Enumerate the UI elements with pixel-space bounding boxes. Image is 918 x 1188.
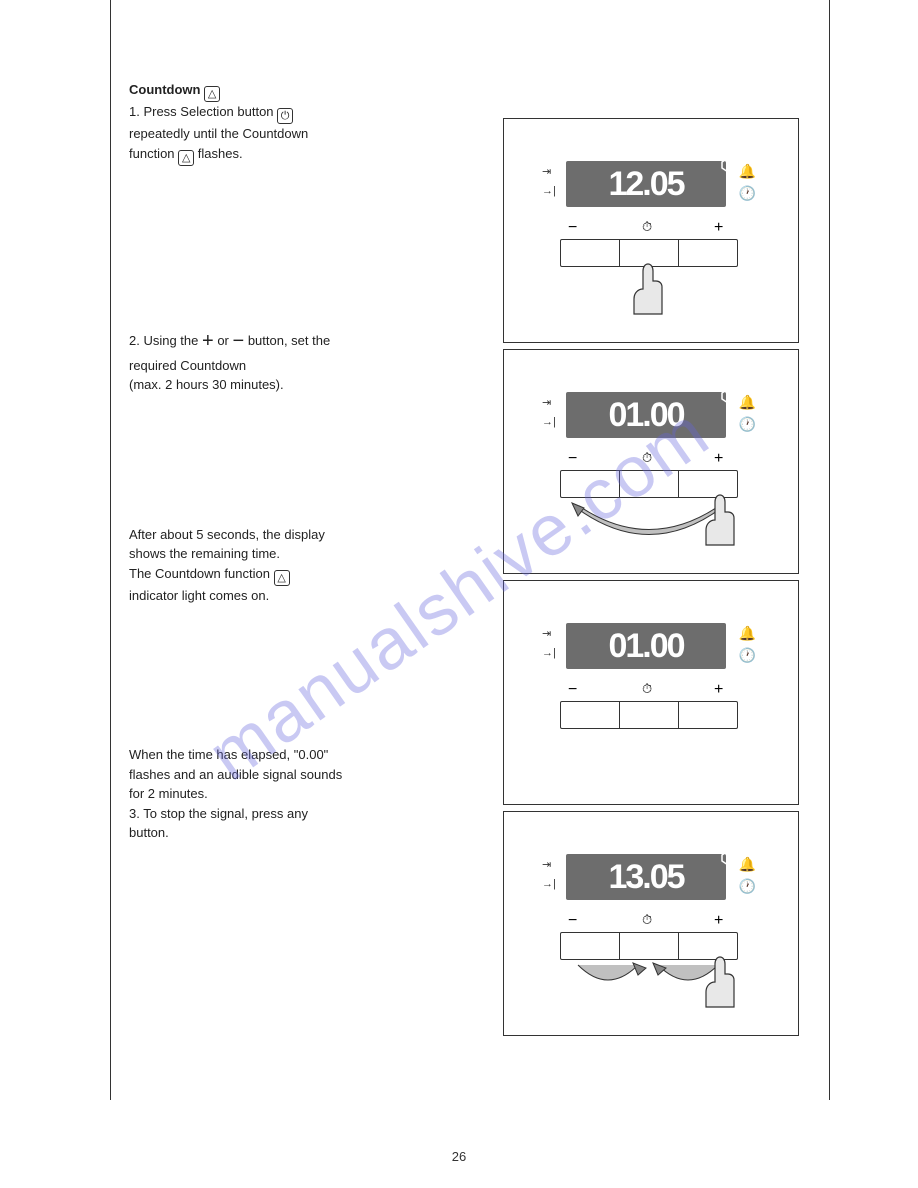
arrow-start-icon: ⇥ <box>542 165 551 178</box>
plus-label: + <box>714 219 723 237</box>
minus-icon: − <box>233 326 245 356</box>
lcd-display-2: 01.00 <box>566 392 726 438</box>
lcd-value-1: 12.05 <box>608 165 683 204</box>
step2-line9: indicator light comes on. <box>129 586 499 606</box>
clock-indicator-icon: 🕐 <box>739 185 756 202</box>
bell-icon: △ <box>274 570 290 586</box>
display-panel-4: ⇥ →| 13.05 🔔 🕐 − ⏱ + <box>503 811 799 1036</box>
instructions-column: Countdown △ 1. Press Selection button ⏻ … <box>129 80 499 871</box>
plus-button[interactable] <box>679 702 737 728</box>
power-icon: ⏻ <box>277 108 293 124</box>
bell-indicator-icon: 🔔 <box>739 394 756 411</box>
clock-indicator-icon: 🕐 <box>739 878 756 895</box>
step3-line1: When the time has elapsed, "0.00" <box>129 745 499 765</box>
arrow-start-icon: ⇥ <box>542 396 551 409</box>
lcd-value-3: 01.00 <box>608 627 683 666</box>
step-2b: After about 5 seconds, the display shows… <box>129 525 499 606</box>
display-panel-3: ⇥ →| 01.00 🔔 🕐 − ⏱ + <box>503 580 799 805</box>
select-button[interactable] <box>620 471 679 497</box>
lcd-value-4: 13.05 <box>608 858 683 897</box>
step1-text-b: repeatedly until the Countdown <box>129 124 499 144</box>
countdown-heading: Countdown <box>129 82 200 97</box>
step3-line3: for 2 minutes. <box>129 784 499 804</box>
step2-line8: The Countdown function <box>129 566 270 581</box>
arrow-end-icon: →| <box>542 416 556 428</box>
finger-press-icon <box>628 259 668 319</box>
clock-indicator-icon: 🕐 <box>739 416 756 433</box>
plus-label: + <box>714 912 723 930</box>
step1-text-c: function <box>129 146 175 161</box>
bell-indicator-icon: 🔔 <box>739 625 756 642</box>
minus-label: − <box>568 912 577 930</box>
manual-page: Countdown △ 1. Press Selection button ⏻ … <box>110 0 830 1100</box>
step3-line4: 3. To stop the signal, press any <box>129 804 499 824</box>
minus-button[interactable] <box>561 240 620 266</box>
arrow-start-icon: ⇥ <box>542 858 551 871</box>
display-panel-2: ⇥ →| 01.00 🔔 🕐 − ⏱ + <box>503 349 799 574</box>
timer-label-icon: ⏱ <box>642 912 652 928</box>
step3-line2: flashes and an audible signal sounds <box>129 765 499 785</box>
step-3: When the time has elapsed, "0.00" flashe… <box>129 745 499 843</box>
timer-label-icon: ⏱ <box>642 219 652 235</box>
step2-line3: button, set the <box>248 333 330 348</box>
step2-line7: shows the remaining time. <box>129 544 499 564</box>
finger-press-icon <box>700 952 740 1012</box>
bell-icon: △ <box>178 150 194 166</box>
minus-button[interactable] <box>561 471 620 497</box>
step2-line6: After about 5 seconds, the display <box>129 525 499 545</box>
page-number: 26 <box>452 1149 466 1164</box>
bell-indicator-icon: 🔔 <box>739 856 756 873</box>
plus-label: + <box>714 681 723 699</box>
select-button[interactable] <box>620 702 679 728</box>
lcd-display-1: 12.05 <box>566 161 726 207</box>
step-1: Countdown △ 1. Press Selection button ⏻ … <box>129 80 499 166</box>
hexagon-icon <box>720 388 736 404</box>
step-2: 2. Using the + or − button, set the requ… <box>129 326 499 395</box>
plus-label: + <box>714 450 723 468</box>
lcd-value-2: 01.00 <box>608 396 683 435</box>
lcd-display-4: 13.05 <box>566 854 726 900</box>
plus-button[interactable] <box>679 240 737 266</box>
bell-indicator-icon: 🔔 <box>739 163 756 180</box>
display-panel-1: ⇥ →| 12.05 🔔 🕐 − ⏱ + <box>503 118 799 343</box>
bell-icon: △ <box>204 86 220 102</box>
hexagon-icon <box>720 850 736 866</box>
step1-text-d: flashes. <box>198 146 243 161</box>
arrow-end-icon: →| <box>542 647 556 659</box>
step2-line5: (max. 2 hours 30 minutes). <box>129 375 499 395</box>
button-row <box>560 701 738 729</box>
clock-indicator-icon: 🕐 <box>739 647 756 664</box>
finger-press-icon <box>700 490 740 550</box>
hexagon-icon <box>720 157 736 173</box>
plus-icon: + <box>202 326 214 356</box>
lcd-display-3: 01.00 <box>566 623 726 669</box>
minus-button[interactable] <box>561 933 620 959</box>
timer-label-icon: ⏱ <box>642 450 652 466</box>
timer-label-icon: ⏱ <box>642 681 652 697</box>
minus-label: − <box>568 681 577 699</box>
step1-text-a: 1. Press Selection button <box>129 104 274 119</box>
minus-label: − <box>568 450 577 468</box>
minus-label: − <box>568 219 577 237</box>
diagram-column: ⇥ →| 12.05 🔔 🕐 − ⏱ + ⇥ →| 01.00 🔔 <box>503 118 799 1036</box>
step2-line4: required Countdown <box>129 356 499 376</box>
arrow-start-icon: ⇥ <box>542 627 551 640</box>
minus-button[interactable] <box>561 702 620 728</box>
tick-icon <box>728 625 732 639</box>
arrow-end-icon: →| <box>542 185 556 197</box>
step3-line5: button. <box>129 823 499 843</box>
select-button[interactable] <box>620 933 679 959</box>
arrow-end-icon: →| <box>542 878 556 890</box>
step2-line2: or <box>217 333 229 348</box>
step2-line1: 2. Using the <box>129 333 198 348</box>
